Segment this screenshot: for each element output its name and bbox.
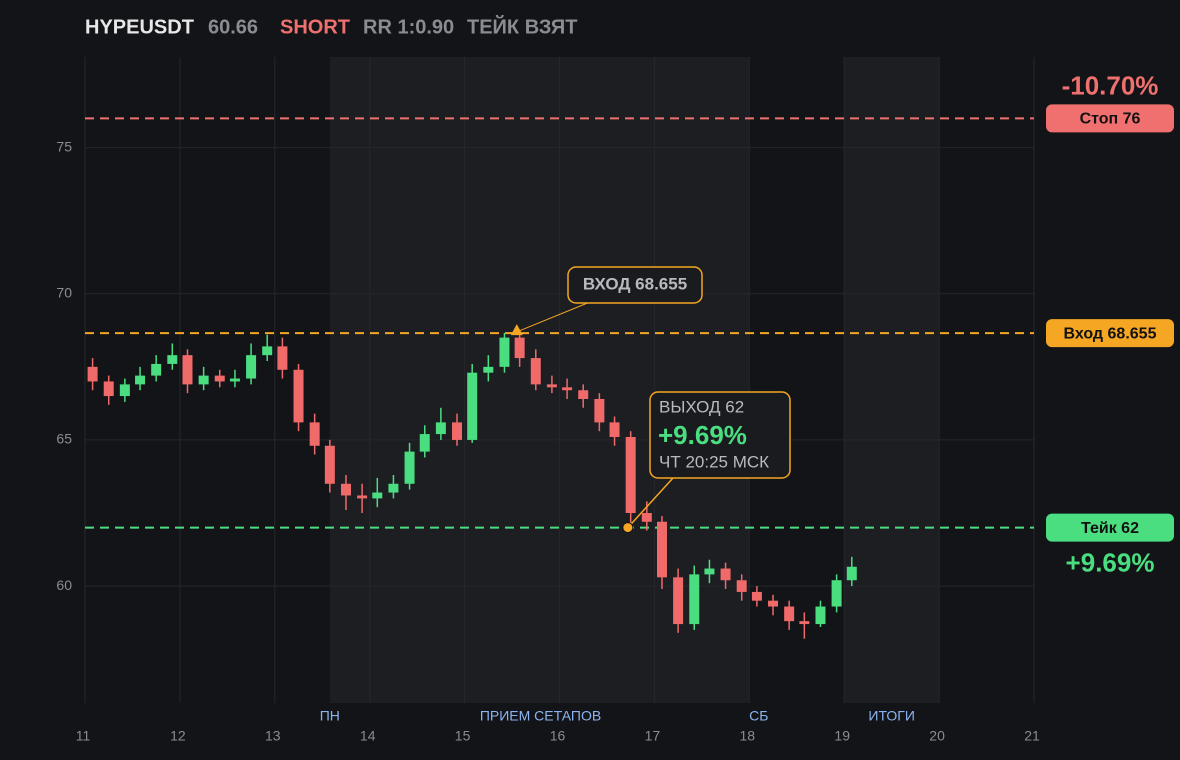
price: 60.66 [208, 16, 258, 38]
x-tick-label: 16 [550, 728, 566, 744]
candle-body [799, 621, 810, 625]
status: ТЕЙК ВЗЯТ [467, 14, 578, 38]
candle-body [182, 355, 193, 385]
candle-body [625, 437, 636, 513]
exit-callout-pct: +9.69% [658, 420, 747, 450]
level-pill [1046, 319, 1174, 348]
candle-body [467, 372, 478, 440]
candle-body [435, 422, 446, 435]
session-label: ПРИЕМ СЕТАПОВ [480, 708, 601, 724]
candle-body [87, 366, 98, 382]
candle-body [736, 580, 747, 592]
x-tick-label: 21 [1024, 728, 1040, 744]
candle-body [357, 495, 368, 499]
y-tick-label: 70 [56, 284, 72, 300]
candle-body [198, 375, 209, 385]
candle-body [483, 366, 494, 373]
candle-body [103, 381, 114, 397]
candle-body [419, 434, 430, 452]
candle-body [546, 384, 557, 388]
level-pill [1046, 513, 1174, 542]
candle-body [815, 606, 826, 625]
candle-body [246, 355, 257, 379]
entry-arrow [518, 301, 591, 332]
candle-body [751, 591, 762, 601]
candle-body [846, 566, 857, 581]
candle-body [135, 375, 146, 385]
level-label: Тейк 62 [1081, 520, 1139, 537]
x-tick-label: 15 [455, 728, 471, 744]
exit-callout-time: ЧТ 20:25 МСК [659, 452, 769, 471]
side: SHORT [280, 16, 350, 38]
entry-callout [567, 266, 703, 304]
candle-body [768, 600, 779, 607]
candle-body [673, 577, 684, 625]
candle-body [704, 568, 715, 575]
candle-body [609, 422, 620, 437]
session-label: СБ [749, 708, 768, 724]
entry-marker [510, 324, 523, 336]
x-tick-label: 17 [645, 728, 661, 744]
candle-body [514, 337, 525, 359]
x-tick-label: 14 [360, 728, 376, 744]
candle-body [452, 422, 463, 440]
x-tick-label: 12 [170, 728, 186, 744]
candle-body [784, 606, 795, 622]
candle-body [641, 513, 652, 522]
candle-body [578, 390, 589, 399]
candle-body [324, 445, 335, 484]
symbol: HYPEUSDT [85, 16, 194, 38]
candle-body [372, 492, 383, 499]
candle-body [277, 346, 288, 370]
level-label: Стоп 76 [1080, 111, 1141, 128]
candle-body [214, 375, 225, 382]
exit-arrow [627, 477, 674, 529]
exit-callout [649, 391, 791, 479]
exit-marker [622, 522, 634, 534]
candle-body [388, 483, 399, 493]
x-tick-label: 11 [76, 728, 91, 744]
y-tick-label: 75 [56, 138, 72, 154]
x-tick-label: 18 [740, 728, 756, 744]
header: HYPEUSDT 60.66 SHORT RR 1:0.90 ТЕЙК ВЗЯТ [85, 14, 578, 38]
candle-body [151, 363, 162, 376]
session-label: ИТОГИ [868, 708, 915, 724]
level-pill [1046, 104, 1174, 133]
candle-body [340, 483, 351, 496]
x-tick-label: 13 [265, 728, 281, 744]
candle-body [309, 422, 320, 446]
x-tick-label: 19 [834, 728, 850, 744]
candle-body [689, 574, 700, 625]
exit-callout-label: ВЫХОД 62 [659, 397, 744, 416]
y-tick-label: 60 [56, 577, 72, 593]
entry-callout-label: ВХОД 68.655 [583, 274, 687, 293]
candle-body [262, 346, 273, 356]
candle-body [831, 580, 842, 607]
candle-body [404, 451, 415, 484]
x-tick-label: 20 [929, 728, 945, 744]
y-tick-label: 65 [56, 431, 72, 447]
candle-body [119, 384, 130, 397]
candle-body [530, 358, 541, 385]
rr: RR 1:0.90 [363, 16, 454, 38]
session-band [844, 57, 940, 703]
candle-body [594, 399, 605, 423]
candle-body [720, 568, 731, 581]
level-label: Вход 68.655 [1064, 325, 1157, 342]
candle-body [293, 369, 304, 423]
candle-body [499, 337, 510, 367]
level-pct: -10.70% [1062, 70, 1159, 100]
candle-body [229, 378, 240, 382]
candle-body [167, 355, 178, 364]
session-label: ПН [320, 708, 340, 724]
candle-body [656, 521, 667, 578]
candle-body [562, 387, 573, 391]
level-pct: +9.69% [1066, 547, 1155, 577]
